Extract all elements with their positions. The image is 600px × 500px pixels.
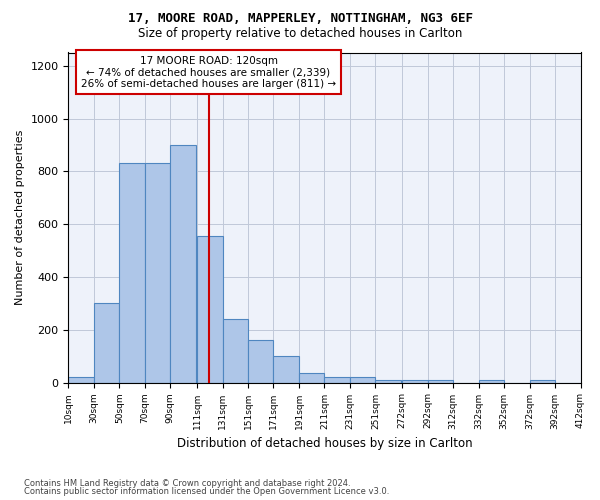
Text: Size of property relative to detached houses in Carlton: Size of property relative to detached ho… (138, 28, 462, 40)
Bar (68, 378, 94, 382)
Text: Contains public sector information licensed under the Open Government Licence v3: Contains public sector information licen… (24, 487, 389, 496)
Bar (274, 356, 299, 382)
Bar (479, 380, 504, 382)
Bar (530, 380, 555, 382)
Bar (94, 304, 119, 382)
Text: Contains HM Land Registry data © Crown copyright and database right 2024.: Contains HM Land Registry data © Crown c… (24, 478, 350, 488)
Bar (170, 145, 196, 382)
Y-axis label: Number of detached properties: Number of detached properties (15, 130, 25, 305)
Bar (119, 164, 145, 382)
Bar (299, 374, 325, 382)
Bar (428, 380, 453, 382)
Text: 17 MOORE ROAD: 120sqm
← 74% of detached houses are smaller (2,339)
26% of semi-d: 17 MOORE ROAD: 120sqm ← 74% of detached … (81, 56, 336, 89)
Text: 17, MOORE ROAD, MAPPERLEY, NOTTINGHAM, NG3 6EF: 17, MOORE ROAD, MAPPERLEY, NOTTINGHAM, N… (128, 12, 473, 26)
Bar (197, 236, 223, 382)
Bar (325, 378, 350, 382)
X-axis label: Distribution of detached houses by size in Carlton: Distribution of detached houses by size … (176, 437, 472, 450)
Bar (350, 378, 376, 382)
Bar (248, 340, 274, 382)
Bar (223, 319, 248, 382)
Bar (376, 380, 401, 382)
Bar (402, 380, 428, 382)
Bar (145, 164, 170, 382)
